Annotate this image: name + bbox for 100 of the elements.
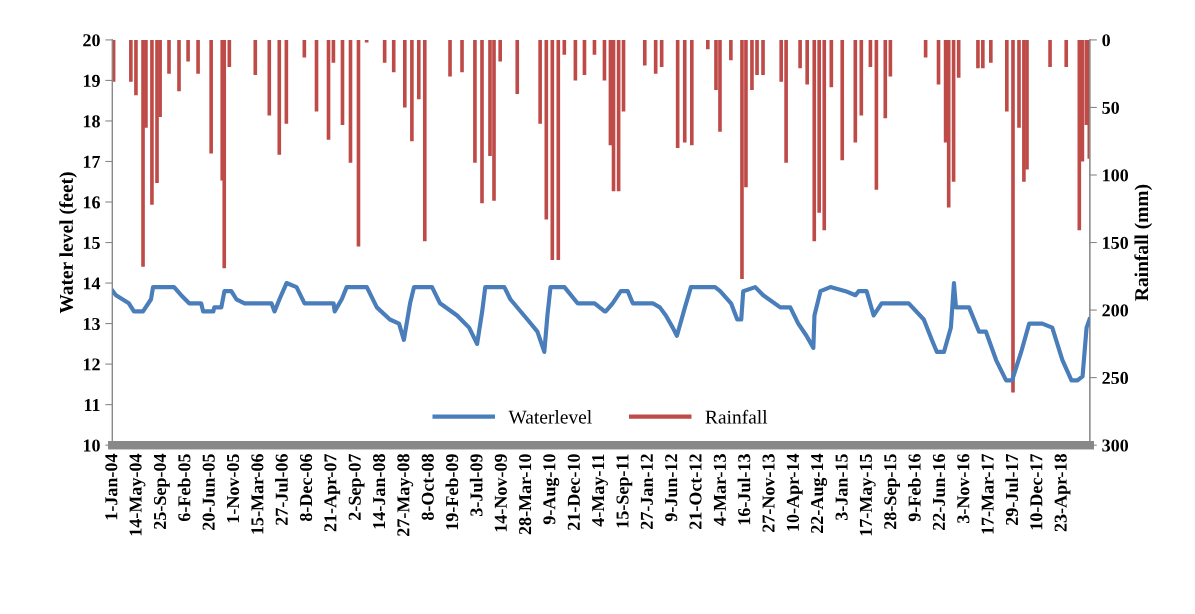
x-tick-label: 1-Jan-04 — [105, 453, 118, 520]
bar — [538, 39, 542, 124]
y2-tick-label: 300 — [1102, 439, 1129, 452]
bar — [416, 39, 421, 100]
x-tick-label: 14-May-04 — [129, 453, 146, 536]
bar — [883, 39, 888, 119]
x-tick-label: 25-Sep-04 — [153, 453, 170, 529]
bar — [177, 39, 181, 92]
legend-label: Waterlevel — [508, 410, 592, 424]
bar — [550, 39, 555, 261]
x-tick-label: 3-Jan-15 — [835, 454, 848, 521]
y2-tick-label: 250 — [1102, 371, 1129, 385]
x-tick-label: 10-Dec-17 — [1030, 453, 1043, 530]
bar — [989, 39, 993, 63]
x-tick-label: 4-Mar-13 — [713, 454, 726, 526]
y2-tick-label: 200 — [1102, 304, 1129, 317]
y-tick-label: 14 — [83, 277, 101, 290]
x-tick-label: 1-Nov-05 — [226, 454, 240, 523]
x-tick-label: 20-Jun-05 — [202, 454, 215, 530]
bar — [222, 39, 227, 269]
bar — [267, 39, 272, 116]
bar — [642, 39, 647, 66]
bar — [761, 39, 765, 76]
x-tick-label: 9-Aug-10 — [543, 454, 560, 525]
x-tick-label: 21-Apr-07 — [324, 453, 341, 532]
bar — [402, 39, 407, 108]
bar — [812, 39, 817, 242]
y-tick-label: 15 — [83, 236, 100, 249]
y-tick-label: 20 — [83, 34, 100, 47]
x-tick-label: 14-Jan-08 — [372, 454, 386, 529]
y2-axis-title: Rainfall (mm) — [1134, 184, 1153, 301]
x-tick-label: 21-Oct-12 — [689, 454, 702, 529]
bar — [422, 39, 427, 242]
bar — [1011, 39, 1015, 393]
x-tick-label: 27-Jan-12 — [640, 454, 653, 529]
bar — [840, 39, 845, 161]
bar — [705, 39, 710, 50]
bar — [364, 39, 369, 43]
x-tick-label: 27-Nov-13 — [762, 454, 775, 532]
x-tick-label: 23-Apr-18 — [1054, 454, 1071, 532]
y-tick-label: 12 — [83, 358, 100, 371]
x-tick-label: 4-May-11 — [592, 454, 608, 527]
x-tick-label: 22-Aug-14 — [811, 453, 827, 533]
x-tick-label: 27-May-08 — [397, 454, 414, 536]
x-tick-label: 2-Sep-07 — [348, 453, 365, 520]
y-tick-label: 17 — [83, 155, 101, 168]
bar — [805, 39, 809, 85]
bar — [167, 39, 171, 74]
bar — [798, 39, 802, 69]
bar — [718, 39, 722, 132]
x-tick-label: 8-Oct-08 — [421, 454, 434, 521]
x-tick-label: 27-Jul-06 — [275, 454, 288, 525]
bar — [460, 39, 464, 73]
bar — [492, 39, 496, 201]
legend-label: Rainfall — [705, 409, 768, 424]
bar — [1064, 39, 1069, 67]
bar — [1048, 39, 1052, 67]
bar — [480, 39, 484, 204]
bar — [196, 39, 200, 74]
bar — [448, 39, 452, 77]
bar — [141, 39, 145, 267]
x-tick-label: 8-Dec-06 — [299, 454, 313, 522]
y-axis-title: Water level (feet) — [59, 172, 77, 314]
bar — [391, 39, 396, 73]
y-tick-label: 18 — [83, 115, 100, 128]
bar — [498, 39, 502, 62]
x-tick-label: 17-May-15 — [859, 454, 876, 536]
bar — [1005, 39, 1009, 112]
x-tick-label: 3-Nov-16 — [957, 454, 970, 524]
x-tick-label: 9-Jun-12 — [665, 454, 678, 522]
bar — [209, 39, 213, 154]
bar — [410, 39, 414, 142]
y-tick-label: 10 — [83, 439, 100, 452]
x-tick-label: 3-Jul-09 — [469, 454, 483, 516]
bar — [473, 39, 477, 163]
x-tick-label: 16-Jul-13 — [737, 454, 751, 525]
x-tick-label: 6-Feb-05 — [177, 454, 191, 522]
y-tick-label: 16 — [83, 196, 100, 209]
line-series — [112, 280, 1090, 383]
bar — [859, 39, 864, 116]
y2-tick-label: 150 — [1103, 236, 1129, 249]
x-tick-label: 19-Feb-09 — [445, 454, 459, 530]
bar — [186, 39, 190, 62]
bar — [253, 39, 258, 76]
bar — [277, 39, 282, 155]
x-tick-label: 9-Feb-16 — [907, 454, 921, 522]
bar — [690, 39, 694, 146]
bar — [682, 39, 687, 143]
y2-tick-label: 0 — [1102, 34, 1110, 47]
x-tick-label: 17-Mar-17 — [981, 453, 994, 534]
x-tick-label: 22-Jun-16 — [932, 454, 946, 530]
bar — [515, 39, 520, 94]
x-tick-label: 14-Nov-09 — [494, 454, 507, 532]
x-tick-label: 21-Dec-10 — [567, 454, 580, 530]
x-tick-label: 15-Sep-11 — [616, 454, 633, 528]
y-tick-label: 19 — [83, 74, 100, 87]
y2-tick-label: 100 — [1103, 169, 1129, 182]
x-tick-label: 10-Apr-14 — [786, 453, 803, 531]
bar — [946, 39, 951, 208]
y2-tick-label: 50 — [1102, 101, 1120, 114]
